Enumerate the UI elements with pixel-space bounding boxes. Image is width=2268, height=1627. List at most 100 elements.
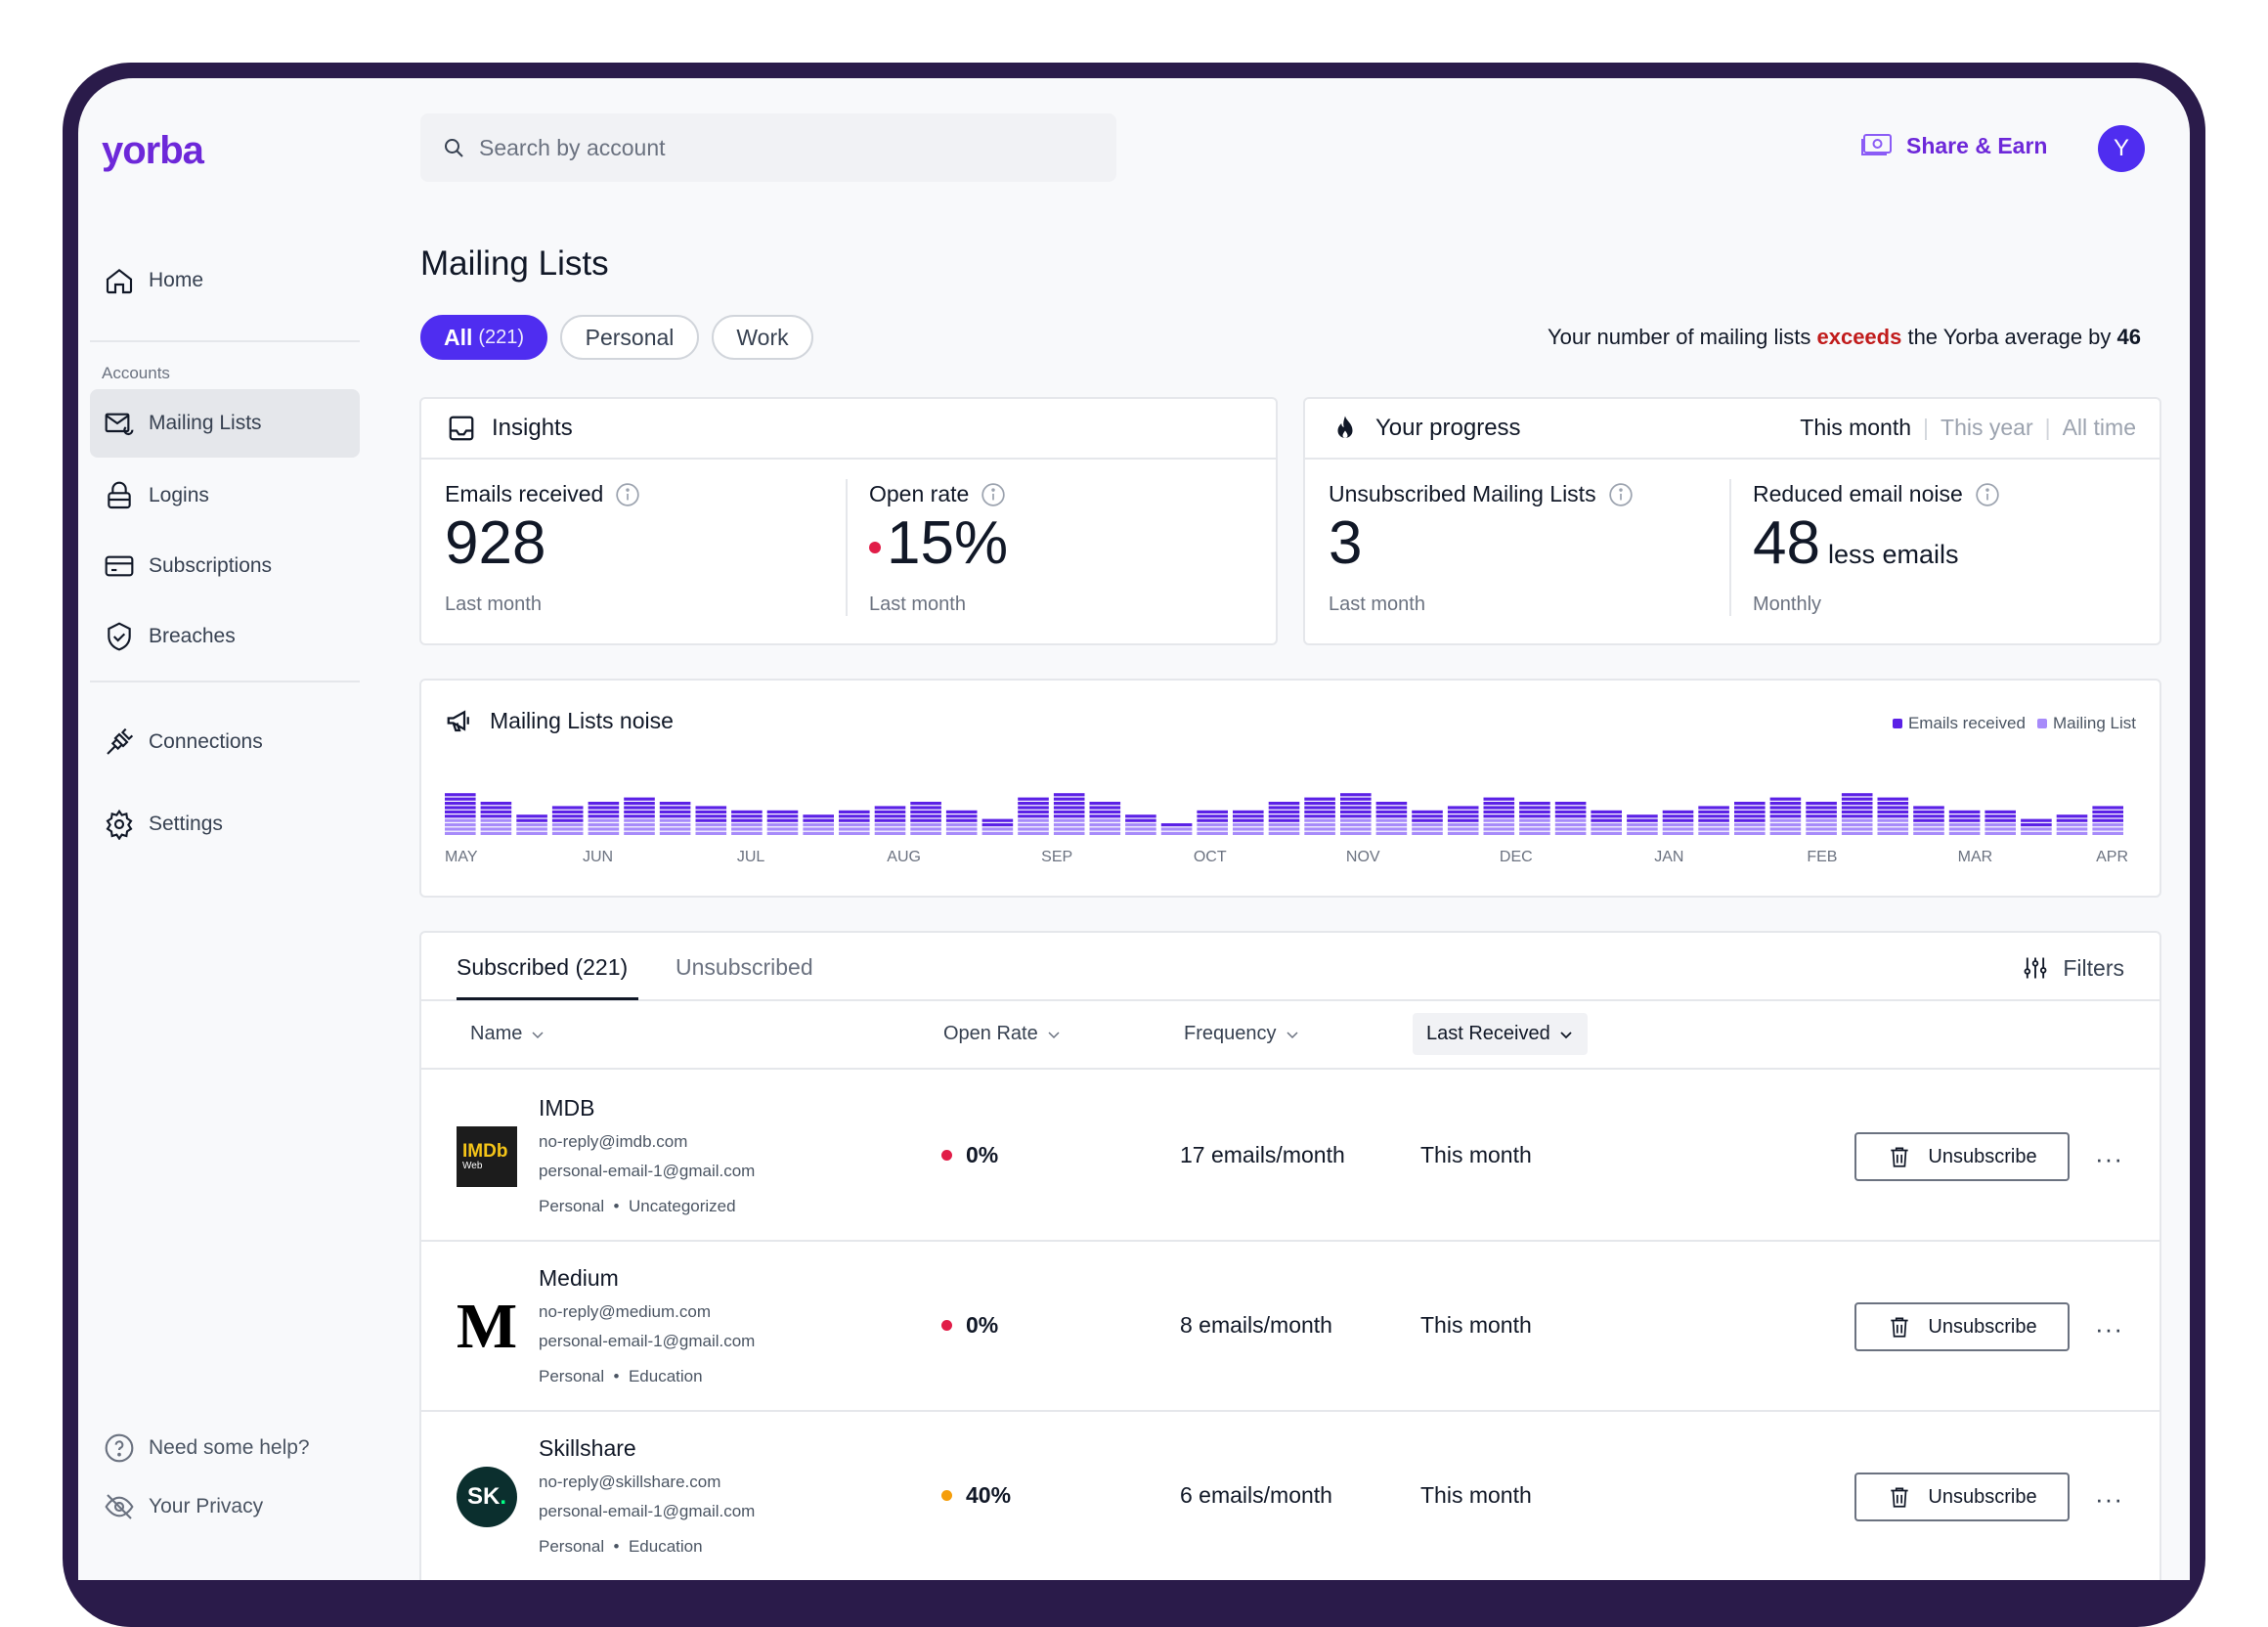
- bar-segment-emails: [516, 818, 547, 822]
- bar-segment-mailing-list: [1519, 831, 1550, 835]
- frequency: 8 emails/month: [1180, 1312, 1332, 1338]
- stat-label: Emails received: [445, 481, 604, 506]
- bar-segment-emails: [624, 806, 655, 810]
- rate-value: 40%: [966, 1482, 1012, 1508]
- divider: [846, 479, 848, 616]
- chart-bar: [766, 810, 799, 835]
- bar-segment-emails: [1053, 806, 1085, 810]
- search-input[interactable]: Search by account: [420, 113, 1116, 182]
- bar-segment-emails: [659, 814, 691, 818]
- column-header-frequency[interactable]: Frequency: [1184, 1023, 1300, 1045]
- period-this-year[interactable]: This year: [1941, 415, 2033, 440]
- x-tick-label: FEB: [1807, 849, 1838, 865]
- bar-segment-emails: [1627, 814, 1658, 818]
- share-earn-button[interactable]: Share & Earn: [1859, 131, 2047, 160]
- sidebar-item-connections[interactable]: Connections: [90, 708, 360, 776]
- sidebar-item-mailing-lists[interactable]: Mailing Lists: [90, 389, 360, 458]
- bar-segment-mailing-list: [1089, 818, 1121, 822]
- privacy-link[interactable]: Your Privacy: [90, 1473, 360, 1541]
- period-all-time[interactable]: All time: [2062, 415, 2136, 440]
- bar-segment-mailing-list: [1340, 823, 1372, 827]
- bar-segment-emails: [1627, 818, 1658, 822]
- divider: |: [1923, 415, 1930, 440]
- bar-segment-emails: [624, 814, 655, 818]
- bar-segment-mailing-list: [1447, 827, 1479, 831]
- column-header-last-received[interactable]: Last Received: [1413, 1013, 1588, 1055]
- info-icon[interactable]: [615, 482, 640, 507]
- sidebar-item-label: Logins: [149, 484, 209, 506]
- bar-segment-mailing-list: [551, 823, 584, 827]
- column-label: Frequency: [1184, 1023, 1277, 1044]
- bar-segment-emails: [839, 818, 870, 822]
- bar-segment-mailing-list: [1053, 818, 1085, 822]
- chart-bar: [588, 802, 620, 835]
- bar-segment-emails: [1519, 802, 1550, 806]
- x-tick-label: NOV: [1345, 849, 1380, 865]
- privacy-label: Your Privacy: [149, 1495, 264, 1517]
- filter-pill-all[interactable]: All (221): [420, 315, 547, 360]
- info-icon[interactable]: [981, 482, 1006, 507]
- sidebar-item-breaches[interactable]: Breaches: [90, 602, 360, 671]
- info-icon[interactable]: [1975, 482, 2000, 507]
- sidebar-item-settings[interactable]: Settings: [90, 790, 360, 858]
- column-header-name[interactable]: Name: [470, 1023, 545, 1045]
- filter-pill-personal[interactable]: Personal: [560, 315, 699, 360]
- bar-segment-emails: [1268, 802, 1300, 806]
- bar-segment-mailing-list: [1769, 831, 1802, 835]
- chart-bar: [2092, 806, 2123, 835]
- filter-pill-work[interactable]: Work: [712, 315, 813, 360]
- bar-segment-mailing-list: [1268, 827, 1300, 831]
- unsubscribe-button[interactable]: Unsubscribe: [1854, 1473, 2070, 1521]
- bar-segment-emails: [624, 802, 655, 806]
- bar-segment-emails: [480, 814, 512, 818]
- bar-segment-emails: [588, 806, 620, 810]
- bar-segment-emails: [1877, 814, 1909, 818]
- chart-bar: [1053, 793, 1085, 835]
- pill-count: (221): [478, 326, 525, 348]
- bar-segment-emails: [1018, 814, 1049, 818]
- flame-icon: [1337, 416, 1353, 438]
- tab-unsubscribed[interactable]: Unsubscribed: [676, 954, 813, 980]
- bar-segment-emails: [1519, 814, 1550, 818]
- more-options-button[interactable]: ···: [2095, 1314, 2123, 1343]
- bar-segment-mailing-list: [1018, 818, 1049, 822]
- chart-bar: [1984, 810, 2016, 835]
- bar-segment-emails: [1877, 810, 1909, 814]
- stat-value: 48: [1753, 509, 1820, 577]
- bar-segment-mailing-list: [1125, 823, 1156, 827]
- info-icon[interactable]: [1608, 482, 1634, 507]
- help-link[interactable]: Need some help?: [90, 1414, 360, 1482]
- column-header-open-rate[interactable]: Open Rate: [943, 1023, 1062, 1045]
- eye-off-icon: [105, 1494, 134, 1519]
- period-this-month[interactable]: This month: [1800, 415, 1912, 440]
- chart-bar: [1519, 802, 1550, 835]
- list-name: IMDB: [539, 1095, 595, 1121]
- unsubscribe-button[interactable]: Unsubscribe: [1854, 1132, 2070, 1181]
- logo[interactable]: yorba: [102, 129, 204, 172]
- unsubscribe-button[interactable]: Unsubscribe: [1854, 1302, 2070, 1351]
- bar-segment-mailing-list: [1197, 827, 1228, 831]
- sidebar-item-subscriptions[interactable]: Subscriptions: [90, 532, 360, 600]
- bar-segment-mailing-list: [1698, 831, 1729, 835]
- avatar[interactable]: Y: [2098, 125, 2145, 172]
- tab-subscribed[interactable]: Subscribed (221): [457, 954, 629, 980]
- bar-segment-mailing-list: [874, 823, 906, 827]
- table-row[interactable]: M Medium no-reply@medium.com personal-em…: [421, 1242, 2159, 1412]
- bar-segment-mailing-list: [766, 831, 799, 835]
- bar-segment-mailing-list: [1125, 831, 1156, 835]
- bar-segment-emails: [588, 810, 620, 814]
- account-email: personal-email-1@gmail.com: [539, 1332, 756, 1350]
- bar-segment-emails: [1340, 806, 1372, 810]
- bar-segment-emails: [945, 814, 978, 818]
- bar-segment-emails: [1769, 806, 1802, 810]
- sidebar-item-logins[interactable]: Logins: [90, 462, 360, 530]
- table-row[interactable]: IMDb Web IMDB no-reply@imdb.com personal…: [421, 1072, 2159, 1242]
- more-options-button[interactable]: ···: [2095, 1484, 2123, 1514]
- sidebar-item-home[interactable]: Home: [90, 246, 360, 315]
- plug-icon: [107, 727, 134, 755]
- bar-segment-mailing-list: [1197, 823, 1228, 827]
- table-row[interactable]: SK. Skillshare no-reply@skillshare.com p…: [421, 1412, 2159, 1580]
- x-tick-label: JAN: [1654, 849, 1684, 865]
- filters-button[interactable]: Filters: [2022, 954, 2124, 982]
- more-options-button[interactable]: ···: [2095, 1144, 2123, 1173]
